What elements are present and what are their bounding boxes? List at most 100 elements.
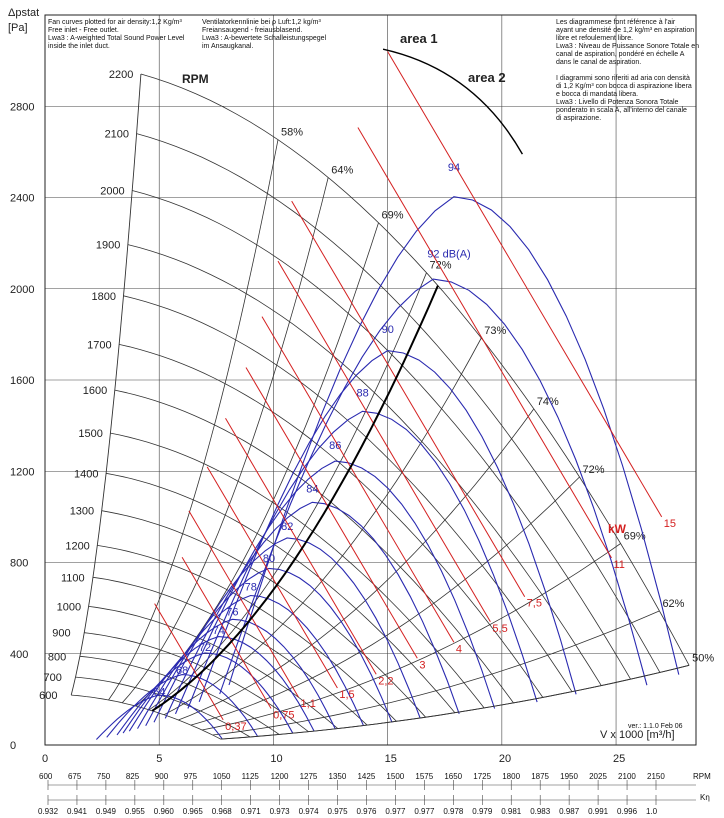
- note-line: libre et refoulement libre.: [556, 35, 633, 42]
- rpm-scale-label: 1500: [386, 772, 404, 781]
- note-line: di aspirazione.: [556, 115, 601, 122]
- rpm-scale-unit: RPM: [693, 772, 711, 781]
- note-line: Ventilatorkennlinie bei ρ Luft:1,2 kg/m³: [202, 19, 321, 26]
- notes-french-italian: Les diagrammese font référence à l'airay…: [556, 19, 699, 122]
- rpm-scale-label: 2100: [618, 772, 636, 781]
- sound-level-label: 92 dB(A): [427, 249, 470, 261]
- power-line: [357, 127, 612, 559]
- x-tick-label: 15: [385, 753, 397, 765]
- sound-level-label: 90: [382, 324, 394, 336]
- power-line: [261, 316, 455, 643]
- k-eta-scale-label: 0.991: [588, 807, 609, 816]
- sound-level-curve: [174, 460, 496, 715]
- efficiency-line: [121, 177, 329, 704]
- power-line: [206, 466, 338, 689]
- sound-level-label: 84: [306, 484, 318, 496]
- y-axis-unit: [Pa]: [8, 22, 28, 34]
- kw-title: kW: [608, 522, 627, 536]
- note-line: dans le canal de aspiration.: [556, 59, 641, 66]
- k-eta-scale-label: 0.973: [270, 807, 291, 816]
- efficiency-label: 58%: [281, 127, 303, 139]
- power-label: 11: [613, 559, 624, 571]
- rpm-curve-label: 1700: [87, 339, 111, 351]
- k-eta-scale-label: 0.977: [414, 807, 435, 816]
- k-eta-scale-label: 0.949: [96, 807, 117, 816]
- rpm-curve-label: 1300: [70, 506, 94, 518]
- rpm-scale-label: 1875: [531, 772, 549, 781]
- k-eta-scale-label: 0.981: [501, 807, 522, 816]
- sound-level-curve: [198, 350, 577, 702]
- note-line: di 1,2 Kg/m³ con bocca di aspirazione li…: [556, 83, 692, 90]
- power-line: [277, 260, 491, 623]
- version-label: ver.: 1.1.0 Feb 06: [628, 723, 683, 730]
- area-1-label: area 1: [400, 31, 438, 46]
- note-line: ponderato in scala A, all'interno del ca…: [556, 107, 687, 114]
- efficiency-label: 73%: [484, 325, 506, 337]
- power-label: 0,37: [225, 721, 246, 733]
- efficiency-label: 64%: [331, 165, 353, 177]
- note-line: Free inlet - Free outlet.: [48, 27, 119, 34]
- area-2-label: area 2: [468, 70, 506, 85]
- note-line: inside the inlet duct.: [48, 43, 110, 50]
- efficiency-line: [108, 139, 279, 701]
- power-lines: 0,37 0,75 1,1 1,5 2,2 3 4 5,5 7,5 11 15: [154, 51, 676, 733]
- area-divider-line: [151, 285, 439, 712]
- efficiency-label: 72%: [429, 260, 451, 272]
- rpm-scale-label: 1275: [300, 772, 318, 781]
- rpm-curve: [106, 472, 456, 713]
- sound-level-curve: [153, 537, 421, 723]
- note-line: Lwa3 : A-bewertete Schalleistungspegel: [202, 35, 327, 42]
- power-label: 1,1: [301, 698, 316, 710]
- min-flow-border: [70, 73, 142, 696]
- k-eta-scale-label: 0.971: [241, 807, 262, 816]
- k-eta-scale-unit: Kη: [700, 793, 710, 802]
- rpm-scale-label: 1125: [242, 772, 260, 781]
- rpm-scale-label: 900: [155, 772, 169, 781]
- k-eta-scale-label: 0.955: [125, 807, 146, 816]
- power-label: 5,5: [492, 623, 507, 635]
- sound-level-curve: [164, 501, 460, 719]
- efficiency-line: [201, 543, 621, 731]
- y-tick-label: 2000: [10, 284, 34, 296]
- sound-level-label: 68: [176, 665, 188, 677]
- x-tick-label: 25: [613, 753, 625, 765]
- sound-level-curve: [122, 636, 315, 734]
- rpm-curve-label: 900: [52, 628, 70, 640]
- rpm-scale-label: 1800: [502, 772, 520, 781]
- efficiency-line: [178, 408, 535, 721]
- note-line: Freiansaugend - freiausblasend.: [202, 27, 302, 34]
- notes-german: Ventilatorkennlinie bei ρ Luft:1,2 kg/m³…: [202, 19, 327, 50]
- rpm-curve-label: 1100: [61, 572, 85, 584]
- rpm-scale-label: 825: [126, 772, 140, 781]
- sound-level-label: 88: [357, 388, 369, 400]
- rpm-curve-label: 600: [39, 690, 57, 702]
- rpm-scale-label: 675: [68, 772, 82, 781]
- rpm-scale-label: 2025: [589, 772, 607, 781]
- rpm-curve: [140, 73, 690, 666]
- efficiency-label: 72%: [583, 464, 605, 476]
- note-line: Lwa3 : Niveau de Puissance Sonore Totale…: [556, 43, 699, 50]
- power-line: [188, 510, 299, 698]
- note-line: e bocca di mandata libera.: [556, 91, 638, 98]
- k-eta-scale-label: 0.974: [299, 807, 320, 816]
- y-tick-label: 2800: [10, 101, 34, 113]
- power-label: 15: [664, 518, 676, 530]
- rpm-scale-label: 1725: [473, 772, 491, 781]
- y-tick-label: 800: [10, 558, 28, 570]
- rpm-curve: [119, 344, 544, 698]
- power-label: 1,5: [339, 689, 354, 701]
- sound-level-label: 94: [448, 162, 460, 174]
- rpm-curve-label: 1500: [78, 428, 102, 440]
- note-line: Fan curves plotted for air density:1,2 K…: [48, 19, 183, 26]
- area-boundary: [70, 48, 690, 740]
- sound-level-curve: [96, 694, 223, 740]
- rpm-scale-label: 600: [39, 772, 53, 781]
- rpm-curve: [127, 244, 602, 686]
- power-label: 3: [419, 659, 425, 671]
- rpm-scale-label: 1950: [560, 772, 578, 781]
- k-eta-scale-label: 1.0: [646, 807, 658, 816]
- grid: 0 5 10 15 20 25 0 400 800 1200 1600 2000 2400 2800: [10, 15, 696, 765]
- sound-level-label: 74: [213, 625, 225, 637]
- rpm-scale-label: 1200: [271, 772, 289, 781]
